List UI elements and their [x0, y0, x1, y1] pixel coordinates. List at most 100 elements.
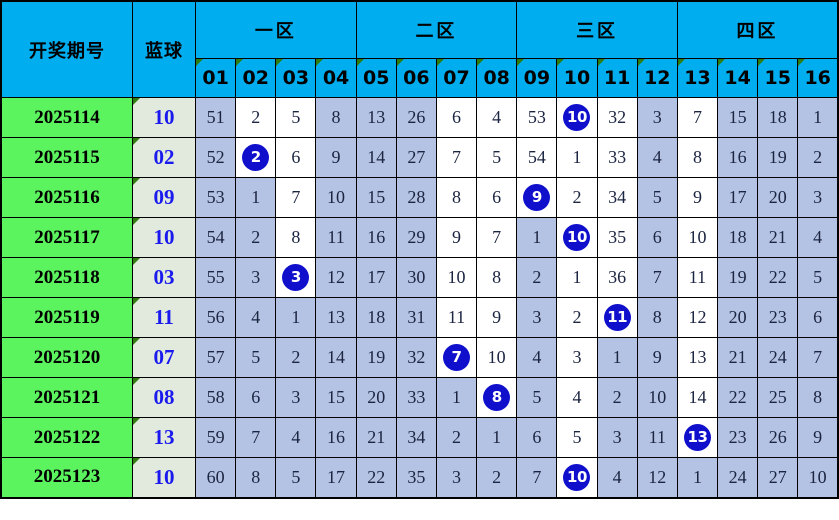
omission-cell[interactable]: 9	[476, 297, 518, 338]
omission-cell[interactable]: 27	[757, 457, 799, 498]
omission-cell[interactable]: 25	[757, 377, 799, 418]
header-col-06[interactable]: 06	[395, 58, 437, 98]
omission-cell[interactable]: 6	[476, 177, 518, 218]
omission-cell[interactable]: 19	[757, 137, 799, 178]
omission-cell[interactable]: 8	[797, 377, 839, 418]
omission-cell[interactable]: 7	[797, 337, 839, 378]
omission-cell[interactable]: 5	[275, 457, 317, 498]
omission-cell[interactable]: 10	[476, 337, 518, 378]
period-cell[interactable]: 2025119	[0, 297, 133, 338]
omission-cell[interactable]: 60	[194, 457, 237, 498]
omission-cell[interactable]: 7	[636, 257, 678, 298]
omission-cell[interactable]: 57	[194, 337, 237, 378]
hit-ball-cell[interactable]: 8	[476, 377, 518, 418]
omission-cell[interactable]: 54	[194, 217, 237, 258]
omission-cell[interactable]: 26	[757, 417, 799, 458]
omission-cell[interactable]: 36	[596, 257, 638, 298]
omission-cell[interactable]: 13	[315, 297, 357, 338]
blue-ball-cell[interactable]: 02	[132, 137, 196, 178]
header-col-08[interactable]: 08	[476, 58, 518, 98]
omission-cell[interactable]: 35	[596, 217, 638, 258]
omission-cell[interactable]: 6	[435, 97, 478, 138]
omission-cell[interactable]: 4	[596, 457, 638, 498]
hit-ball-cell[interactable]: 10	[556, 457, 598, 498]
omission-cell[interactable]: 22	[717, 377, 759, 418]
omission-cell[interactable]: 8	[235, 457, 277, 498]
blue-ball-cell[interactable]: 11	[132, 297, 196, 338]
omission-cell[interactable]: 6	[275, 137, 317, 178]
omission-cell[interactable]: 15	[355, 177, 397, 218]
omission-cell[interactable]: 9	[315, 137, 357, 178]
blue-ball-cell[interactable]: 10	[132, 457, 196, 498]
omission-cell[interactable]: 3	[596, 417, 638, 458]
period-cell[interactable]: 2025118	[0, 257, 133, 298]
omission-cell[interactable]: 1	[435, 377, 478, 418]
omission-cell[interactable]: 20	[355, 377, 397, 418]
omission-cell[interactable]: 9	[636, 337, 678, 378]
period-cell[interactable]: 2025122	[0, 417, 133, 458]
omission-cell[interactable]: 4	[275, 417, 317, 458]
omission-cell[interactable]: 5	[275, 97, 317, 138]
blue-ball-cell[interactable]: 03	[132, 257, 196, 298]
hit-ball-cell[interactable]: 10	[556, 97, 598, 138]
header-col-10[interactable]: 10	[556, 58, 598, 98]
omission-cell[interactable]: 1	[797, 97, 839, 138]
omission-cell[interactable]: 35	[395, 457, 437, 498]
omission-cell[interactable]: 3	[797, 177, 839, 218]
omission-cell[interactable]: 7	[676, 97, 719, 138]
omission-cell[interactable]: 1	[235, 177, 277, 218]
omission-cell[interactable]: 7	[476, 217, 518, 258]
omission-cell[interactable]: 10	[676, 217, 719, 258]
omission-cell[interactable]: 52	[194, 137, 237, 178]
omission-cell[interactable]: 3	[235, 257, 277, 298]
omission-cell[interactable]: 18	[355, 297, 397, 338]
omission-cell[interactable]: 3	[275, 377, 317, 418]
omission-cell[interactable]: 4	[797, 217, 839, 258]
omission-cell[interactable]: 22	[355, 457, 397, 498]
omission-cell[interactable]: 33	[395, 377, 437, 418]
omission-cell[interactable]: 30	[395, 257, 437, 298]
omission-cell[interactable]: 28	[395, 177, 437, 218]
omission-cell[interactable]: 26	[395, 97, 437, 138]
omission-cell[interactable]: 8	[676, 137, 719, 178]
omission-cell[interactable]: 2	[476, 457, 518, 498]
omission-cell[interactable]: 23	[757, 297, 799, 338]
omission-cell[interactable]: 11	[435, 297, 478, 338]
header-col-05[interactable]: 05	[355, 58, 397, 98]
omission-cell[interactable]: 18	[757, 97, 799, 138]
header-col-02[interactable]: 02	[235, 58, 277, 98]
omission-cell[interactable]: 19	[717, 257, 759, 298]
omission-cell[interactable]: 12	[315, 257, 357, 298]
omission-cell[interactable]: 7	[516, 457, 558, 498]
omission-cell[interactable]: 55	[194, 257, 237, 298]
omission-cell[interactable]: 5	[797, 257, 839, 298]
header-col-14[interactable]: 14	[717, 58, 759, 98]
omission-cell[interactable]: 1	[676, 457, 719, 498]
omission-cell[interactable]: 21	[717, 337, 759, 378]
omission-cell[interactable]: 19	[355, 337, 397, 378]
omission-cell[interactable]: 17	[315, 457, 357, 498]
omission-cell[interactable]: 14	[355, 137, 397, 178]
omission-cell[interactable]: 32	[596, 97, 638, 138]
omission-cell[interactable]: 3	[556, 337, 598, 378]
omission-cell[interactable]: 12	[636, 457, 678, 498]
omission-cell[interactable]: 4	[476, 97, 518, 138]
omission-cell[interactable]: 2	[797, 137, 839, 178]
omission-cell[interactable]: 12	[676, 297, 719, 338]
blue-ball-cell[interactable]: 10	[132, 97, 196, 138]
omission-cell[interactable]: 11	[315, 217, 357, 258]
blue-ball-cell[interactable]: 09	[132, 177, 196, 218]
omission-cell[interactable]: 10	[797, 457, 839, 498]
blue-ball-cell[interactable]: 08	[132, 377, 196, 418]
omission-cell[interactable]: 4	[636, 137, 678, 178]
omission-cell[interactable]: 2	[435, 417, 478, 458]
omission-cell[interactable]: 17	[355, 257, 397, 298]
period-cell[interactable]: 2025117	[0, 217, 133, 258]
hit-ball-cell[interactable]: 9	[516, 177, 558, 218]
omission-cell[interactable]: 5	[556, 417, 598, 458]
omission-cell[interactable]: 53	[516, 97, 558, 138]
omission-cell[interactable]: 6	[636, 217, 678, 258]
omission-cell[interactable]: 8	[435, 177, 478, 218]
omission-cell[interactable]: 2	[516, 257, 558, 298]
omission-cell[interactable]: 34	[395, 417, 437, 458]
